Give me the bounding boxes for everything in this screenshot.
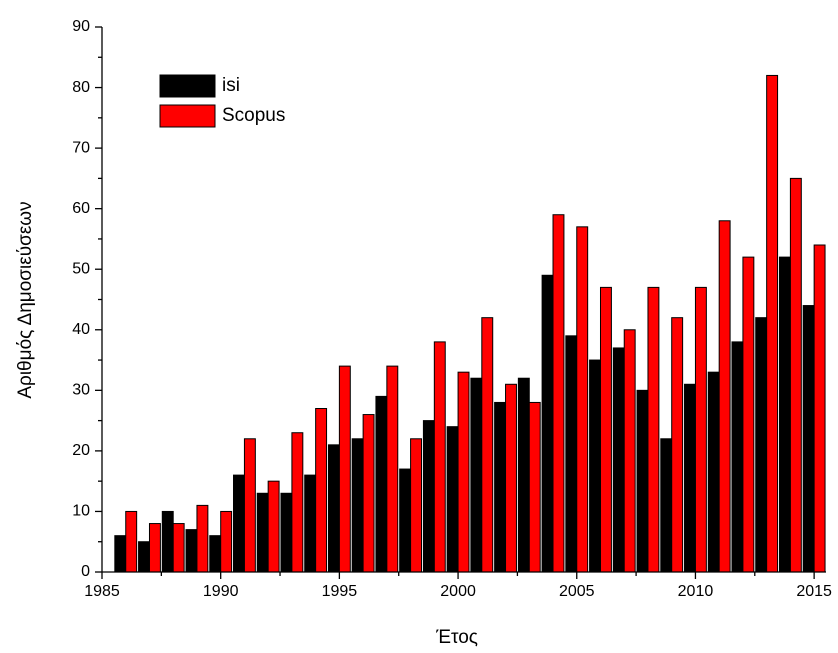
x-tick-label: 1985 bbox=[84, 583, 120, 600]
y-tick-label: 90 bbox=[72, 18, 90, 35]
bar bbox=[267, 480, 280, 573]
bar bbox=[778, 256, 791, 573]
bar bbox=[114, 535, 127, 573]
bar bbox=[457, 371, 470, 573]
bar bbox=[338, 365, 351, 573]
x-tick-label: 1990 bbox=[203, 583, 239, 600]
bar bbox=[446, 426, 459, 573]
bar bbox=[565, 335, 578, 573]
y-tick-label: 10 bbox=[72, 503, 90, 520]
y-tick-label: 0 bbox=[81, 563, 90, 580]
bar bbox=[766, 74, 779, 573]
bar bbox=[470, 377, 483, 573]
bar bbox=[789, 177, 802, 573]
y-tick-label: 60 bbox=[72, 200, 90, 217]
bar bbox=[172, 523, 185, 573]
bar bbox=[196, 504, 209, 573]
legend-swatch bbox=[159, 104, 216, 128]
legend-label: isi bbox=[222, 75, 240, 96]
y-tick-label: 20 bbox=[72, 442, 90, 459]
legend-label: Scopus bbox=[222, 105, 285, 126]
bar bbox=[399, 468, 412, 573]
bar bbox=[433, 341, 446, 573]
y-tick-label: 50 bbox=[72, 260, 90, 277]
x-tick-label: 1995 bbox=[322, 583, 358, 600]
legend-swatch bbox=[159, 74, 216, 98]
bar bbox=[718, 220, 731, 573]
bar bbox=[636, 389, 649, 573]
bar bbox=[209, 535, 222, 573]
bar bbox=[327, 444, 340, 573]
bar bbox=[138, 541, 150, 573]
x-tick-label: 2005 bbox=[559, 583, 595, 600]
bar bbox=[541, 274, 554, 573]
bar bbox=[660, 438, 673, 573]
bar bbox=[256, 492, 269, 573]
bar bbox=[185, 529, 198, 573]
bar bbox=[589, 359, 601, 573]
bar bbox=[731, 341, 744, 573]
bar bbox=[813, 244, 826, 573]
bar bbox=[315, 408, 328, 573]
bar bbox=[755, 317, 768, 573]
bar bbox=[742, 256, 755, 573]
bar bbox=[481, 317, 494, 573]
bar bbox=[684, 383, 696, 573]
bar bbox=[694, 286, 707, 573]
bar bbox=[517, 377, 530, 573]
bar bbox=[291, 432, 304, 573]
bar bbox=[243, 438, 256, 573]
x-tick-label: 2010 bbox=[678, 583, 714, 600]
bar bbox=[599, 286, 612, 573]
bar bbox=[647, 286, 660, 573]
bar bbox=[410, 438, 423, 573]
bar bbox=[576, 226, 589, 573]
bar bbox=[386, 365, 399, 573]
y-axis-label: Αριθμός Δημοσιεύσεων bbox=[15, 201, 36, 398]
bar bbox=[422, 420, 435, 573]
bar bbox=[280, 492, 293, 573]
bar bbox=[161, 510, 174, 573]
bar bbox=[802, 305, 815, 573]
bar bbox=[233, 474, 245, 573]
bar bbox=[528, 401, 541, 573]
bar bbox=[375, 395, 388, 573]
bar bbox=[671, 317, 684, 573]
bar bbox=[552, 214, 565, 573]
x-tick-label: 2015 bbox=[796, 583, 832, 600]
bar bbox=[304, 474, 317, 573]
x-tick-label: 2000 bbox=[440, 583, 476, 600]
bar bbox=[494, 401, 507, 573]
bar bbox=[125, 510, 138, 573]
bar bbox=[362, 414, 375, 573]
bar bbox=[220, 510, 233, 573]
x-axis-label: Έτος bbox=[435, 627, 478, 648]
y-tick-label: 30 bbox=[72, 382, 90, 399]
y-tick-label: 80 bbox=[72, 79, 90, 96]
bar bbox=[505, 383, 517, 573]
y-tick-label: 40 bbox=[72, 321, 90, 338]
bar bbox=[707, 371, 720, 573]
bar bbox=[351, 438, 364, 573]
bar bbox=[148, 523, 161, 573]
y-tick-label: 70 bbox=[72, 139, 90, 156]
bar bbox=[623, 329, 636, 573]
bar bbox=[612, 347, 625, 573]
